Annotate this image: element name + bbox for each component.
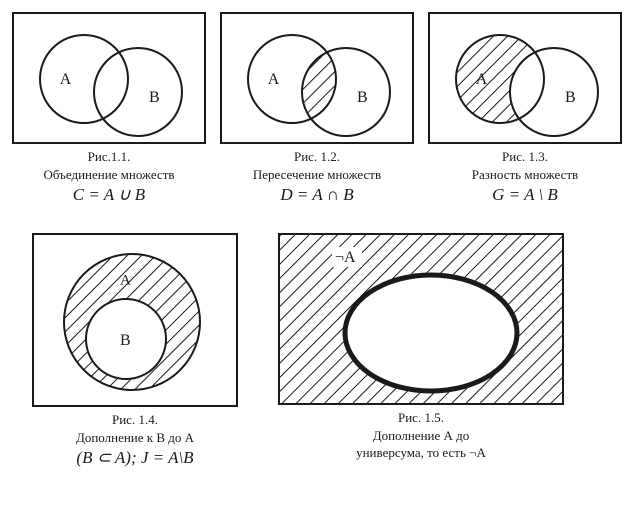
formula-fig1: C = A ∪ B [73,185,145,205]
row-1: AB Рис.1.1. Объединение множеств C = A ∪… [12,12,621,205]
venn-fig4: AB [34,235,236,405]
svg-text:A: A [476,71,488,88]
caption-line2: Пересечение множеств [253,166,381,184]
caption-line2: Дополнение А до [356,427,486,445]
panel-fig4: AB Рис. 1.4. Дополнение к В до А (B ⊂ A)… [32,233,238,468]
caption-line3: универсума, то есть ¬А [356,444,486,462]
svg-text:A: A [60,71,72,88]
frame-fig3: AB [428,12,622,144]
svg-text:A: A [120,273,131,289]
caption-line2: Дополнение к В до А [76,429,194,447]
caption-fig4: Рис. 1.4. Дополнение к В до А [76,411,194,446]
svg-text:B: B [120,332,131,349]
caption-line1: Рис. 1.2. [253,148,381,166]
caption-line2: Разность множеств [472,166,578,184]
formula-fig2: D = A ∩ B [280,185,353,205]
caption-fig5: Рис. 1.5. Дополнение А до универсума, то… [356,409,486,462]
svg-text:A: A [268,71,280,88]
frame-fig5: ¬A [278,233,564,405]
panel-fig3: AB Рис. 1.3. Разность множеств G = A \ B [428,12,622,205]
svg-text:B: B [357,89,368,106]
row-2: AB Рис. 1.4. Дополнение к В до А (B ⊂ A)… [12,233,621,468]
caption-line1: Рис. 1.3. [472,148,578,166]
frame-fig2: AB [220,12,414,144]
frame-fig1: AB [12,12,206,144]
caption-line1: Рис.1.1. [43,148,174,166]
panel-fig1: AB Рис.1.1. Объединение множеств C = A ∪… [12,12,206,205]
venn-fig2: AB [222,14,412,142]
frame-fig4: AB [32,233,238,407]
venn-fig3: AB [430,14,620,142]
svg-text:B: B [565,89,576,106]
formula-fig3: G = A \ B [492,185,558,205]
venn-fig5: ¬A [280,235,562,403]
svg-text:¬A: ¬A [335,249,356,266]
caption-fig2: Рис. 1.2. Пересечение множеств [253,148,381,183]
svg-text:B: B [149,89,160,106]
formula-fig4: (B ⊂ A); J = A\B [76,448,193,468]
caption-fig3: Рис. 1.3. Разность множеств [472,148,578,183]
venn-fig1: AB [14,14,204,142]
panel-fig2: AB Рис. 1.2. Пересечение множеств D = A … [220,12,414,205]
caption-fig1: Рис.1.1. Объединение множеств [43,148,174,183]
panel-fig5: ¬A Рис. 1.5. Дополнение А до универсума,… [278,233,564,462]
caption-line2: Объединение множеств [43,166,174,184]
caption-line1: Рис. 1.4. [76,411,194,429]
caption-line1: Рис. 1.5. [356,409,486,427]
